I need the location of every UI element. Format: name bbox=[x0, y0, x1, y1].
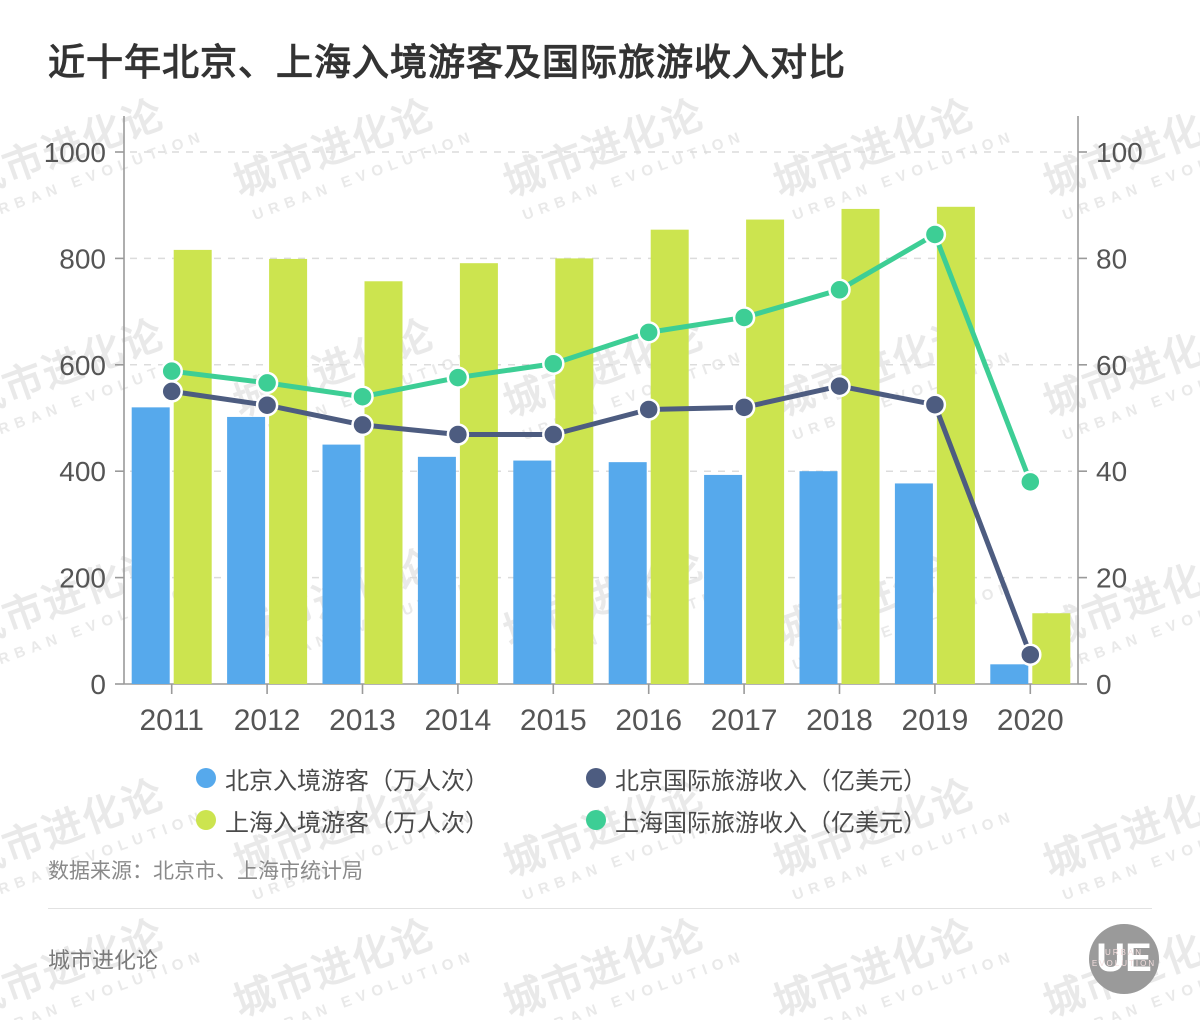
x-axis-tick-label: 2012 bbox=[234, 704, 301, 737]
x-axis-tick-label: 2015 bbox=[520, 704, 587, 737]
datapoint-shanghai-income[interactable] bbox=[160, 359, 183, 383]
legend-label: 北京入境游客（万人次） bbox=[225, 767, 489, 795]
bar-shanghai-visitors[interactable] bbox=[746, 219, 785, 684]
y-axis-left-tick-label: 400 bbox=[59, 456, 106, 487]
bar-beijing-visitors[interactable] bbox=[799, 471, 838, 684]
source-note: 数据来源：北京市、上海市统计局 bbox=[48, 860, 363, 883]
y-axis-left-tick-label: 200 bbox=[59, 563, 106, 594]
y-axis-left-tick-label: 1000 bbox=[44, 137, 106, 168]
bar-beijing-visitors[interactable] bbox=[990, 664, 1029, 684]
legend-item-shanghai-visitors[interactable]: 上海入境游客（万人次） bbox=[196, 803, 586, 838]
bar-shanghai-visitors[interactable] bbox=[650, 229, 689, 684]
x-axis-tick-label: 2014 bbox=[425, 704, 492, 737]
datapoint-beijing-income[interactable] bbox=[1019, 643, 1042, 666]
datapoint-beijing-income[interactable] bbox=[351, 413, 374, 437]
line-beijing-income bbox=[169, 383, 1033, 658]
bar-beijing-visitors[interactable] bbox=[894, 483, 933, 684]
bar-beijing-visitors[interactable] bbox=[227, 416, 266, 684]
chart-legend: 北京入境游客（万人次） 北京国际旅游收入（亿美元） 上海入境游客（万人次） 上海… bbox=[196, 757, 1016, 841]
y-axis-right-tick-label: 60 bbox=[1096, 350, 1127, 381]
x-axis-tick-label: 2017 bbox=[711, 704, 778, 737]
datapoint-beijing-income[interactable] bbox=[446, 423, 470, 446]
legend-label: 上海入境游客（万人次） bbox=[225, 809, 489, 837]
legend-item-beijing-visitors[interactable]: 北京入境游客（万人次） bbox=[196, 761, 586, 796]
datapoint-shanghai-income[interactable] bbox=[732, 306, 756, 329]
x-axis-tick-label: 2016 bbox=[615, 704, 682, 737]
svg-text:URBAN: URBAN bbox=[1105, 948, 1143, 957]
datapoint-shanghai-income[interactable] bbox=[542, 352, 565, 375]
x-axis-tick-label: 2011 bbox=[139, 704, 204, 737]
y-axis-right-tick-label: 100 bbox=[1096, 137, 1143, 168]
bar-shanghai-visitors[interactable] bbox=[364, 281, 403, 684]
page-title: 近十年北京、上海入境游客及国际旅游收入对比 bbox=[48, 42, 846, 83]
y-axis-right-tick-label: 0 bbox=[1096, 669, 1112, 700]
x-axis-tick-label: 2020 bbox=[997, 704, 1064, 737]
datapoint-shanghai-income[interactable] bbox=[255, 371, 279, 395]
bar-beijing-visitors[interactable] bbox=[417, 456, 456, 684]
bar-beijing-visitors[interactable] bbox=[322, 444, 361, 684]
datapoint-beijing-income[interactable] bbox=[160, 380, 183, 403]
datapoint-beijing-income[interactable] bbox=[637, 398, 660, 421]
datapoint-shanghai-income[interactable] bbox=[828, 278, 851, 302]
bar-beijing-visitors[interactable] bbox=[608, 462, 647, 684]
datapoint-shanghai-income[interactable] bbox=[446, 366, 470, 389]
bar-shanghai-visitors[interactable] bbox=[269, 258, 308, 684]
bar-shanghai-visitors[interactable] bbox=[936, 206, 975, 684]
datapoint-shanghai-income[interactable] bbox=[637, 321, 660, 344]
footer-divider bbox=[48, 908, 1152, 909]
brand-logo: UE URBAN EVOLUTION bbox=[1086, 921, 1162, 997]
y-axis-right-tick-label: 40 bbox=[1096, 456, 1127, 487]
chart-svg: 0 200 400 600 800 1000 0 20 40 60 80 100 2011 2012 201… bbox=[44, 116, 1143, 737]
legend-swatch-icon bbox=[586, 810, 606, 830]
datapoint-beijing-income[interactable] bbox=[255, 393, 279, 417]
datapoint-beijing-income[interactable] bbox=[828, 374, 851, 398]
bar-shanghai-visitors[interactable] bbox=[173, 249, 212, 684]
bar-beijing-visitors[interactable] bbox=[704, 474, 743, 684]
bar-beijing-visitors[interactable] bbox=[131, 407, 170, 684]
y-axis-right-tick-label: 80 bbox=[1096, 243, 1127, 274]
bar-beijing-visitors[interactable] bbox=[513, 460, 552, 684]
y-axis-right-tick-label: 20 bbox=[1096, 563, 1127, 594]
urban-evolution-logo-icon: UE URBAN EVOLUTION bbox=[1089, 924, 1159, 994]
svg-text:EVOLUTION: EVOLUTION bbox=[1092, 959, 1156, 968]
datapoint-shanghai-income[interactable] bbox=[923, 223, 947, 246]
legend-label: 北京国际旅游收入（亿美元） bbox=[615, 767, 927, 795]
legend-swatch-icon bbox=[586, 768, 606, 788]
x-axis-tick-label: 2018 bbox=[806, 704, 873, 737]
brand-name: 城市进化论 bbox=[48, 948, 159, 973]
datapoint-shanghai-income[interactable] bbox=[1019, 470, 1042, 494]
line-shanghai-income bbox=[169, 231, 1033, 485]
y-axis-left-tick-label: 600 bbox=[59, 350, 106, 381]
legend-swatch-icon bbox=[196, 810, 216, 830]
datapoint-beijing-income[interactable] bbox=[732, 396, 756, 419]
bar-shanghai-visitors[interactable] bbox=[459, 263, 498, 684]
x-axis-tick-label: 2019 bbox=[902, 704, 969, 737]
legend-swatch-icon bbox=[196, 768, 216, 788]
y-axis-left-tick-label: 0 bbox=[90, 669, 106, 700]
datapoint-beijing-income[interactable] bbox=[542, 423, 565, 446]
legend-label: 上海国际旅游收入（亿美元） bbox=[615, 809, 927, 837]
legend-item-shanghai-income[interactable]: 上海国际旅游收入（亿美元） bbox=[586, 803, 986, 838]
datapoint-shanghai-income[interactable] bbox=[351, 385, 374, 408]
legend-item-beijing-income[interactable]: 北京国际旅游收入（亿美元） bbox=[586, 761, 986, 796]
y-axis-left-tick-label: 800 bbox=[59, 243, 106, 274]
bar-shanghai-visitors[interactable] bbox=[555, 258, 594, 684]
svg-text:UE: UE bbox=[1096, 936, 1152, 980]
datapoint-beijing-income[interactable] bbox=[923, 393, 947, 416]
chart-plot-area: 0 200 400 600 800 1000 0 20 40 60 80 100 2011 2012 201… bbox=[44, 116, 1143, 737]
x-axis-tick-label: 2013 bbox=[329, 704, 396, 737]
